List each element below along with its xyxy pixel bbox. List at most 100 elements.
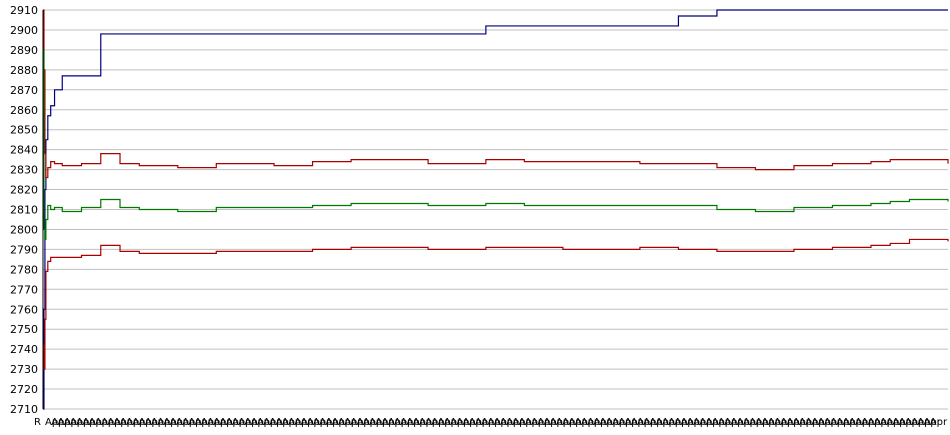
x-tick-label: Apr	[170, 417, 188, 428]
x-tick-label: Apr	[300, 417, 318, 428]
x-tick-label: Apr	[843, 417, 861, 428]
x-tick-label: Apr	[145, 417, 163, 428]
x-tick-label: Apr	[107, 417, 125, 428]
x-tick-label: Apr	[101, 417, 119, 428]
series-lines	[43, 9, 949, 410]
x-tick-label: Apr	[475, 417, 493, 428]
x-tick-label: Apr	[400, 417, 418, 428]
x-tick-label: Apr	[263, 417, 281, 428]
x-tick-label: Apr	[462, 417, 480, 428]
x-tick-label: Apr	[537, 417, 555, 428]
series-line-2	[43, 9, 949, 179]
x-tick-label: Apr	[350, 417, 368, 428]
y-tick-label: 2760	[10, 303, 38, 316]
x-tick-label: Apr	[811, 417, 829, 428]
x-tick-label: Apr	[388, 417, 406, 428]
x-tick-label: Apr	[793, 417, 811, 428]
x-tick-label: Apr	[724, 417, 742, 428]
x-tick-label: Apr	[836, 417, 854, 428]
series-line-1	[43, 9, 948, 410]
y-tick-label: 2860	[10, 104, 38, 117]
x-tick-label: Apr	[444, 417, 462, 428]
x-tick-label: Apr	[531, 417, 549, 428]
x-tick-label: Apr	[182, 417, 200, 428]
x-tick-label: Apr	[325, 417, 343, 428]
x-tick-label: Apr	[855, 417, 873, 428]
y-tick-label: 2750	[10, 323, 38, 336]
x-tick-label: Apr	[924, 417, 942, 428]
x-tick-label: Apr	[294, 417, 312, 428]
x-tick-label: Apr	[450, 417, 468, 428]
y-tick-label: 2800	[10, 223, 38, 236]
x-tick-label: Apr	[82, 417, 100, 428]
x-tick-label: Apr	[344, 417, 362, 428]
x-tick-label: Apr	[500, 417, 518, 428]
x-tick-label: Apr	[774, 417, 792, 428]
x-tick-label: Apr	[799, 417, 817, 428]
x-tick-label: Apr	[662, 417, 680, 428]
x-tick-label: Apr	[712, 417, 730, 428]
x-tick-label: Apr	[593, 417, 611, 428]
x-tick-label: Apr	[768, 417, 786, 428]
x-tick-label: Apr	[45, 417, 63, 428]
x-tick-label: Apr	[213, 417, 231, 428]
x-tick-label: Apr	[699, 417, 717, 428]
x-tick-label: Apr	[425, 417, 443, 428]
y-tick-label: 2810	[10, 204, 38, 217]
x-tick-label: Apr	[413, 417, 431, 428]
x-tick-label: Apr	[176, 417, 194, 428]
x-tick-label: Apr	[861, 417, 879, 428]
x-tick-label: Apr	[406, 417, 424, 428]
x-tick-label: Apr	[151, 417, 169, 428]
y-tick-label: 2830	[10, 164, 38, 177]
x-tick-label: Apr	[282, 417, 300, 428]
x-tick-label: Apr	[762, 417, 780, 428]
x-tick-label: Apr	[494, 417, 512, 428]
x-tick-label: Apr	[786, 417, 804, 428]
series-line-3	[43, 49, 949, 241]
x-tick-label: Apr	[219, 417, 237, 428]
x-tick-label: Apr	[886, 417, 904, 428]
x-tick-label: Apr	[899, 417, 917, 428]
x-tick-label: Apr	[575, 417, 593, 428]
y-tick-label: 2780	[10, 263, 38, 276]
x-tick-label: Apr	[431, 417, 449, 428]
x-tick-label: Apr	[519, 417, 537, 428]
x-tick-label: Apr	[357, 417, 375, 428]
x-tick-label: Apr	[624, 417, 642, 428]
x-tick-label: Apr	[830, 417, 848, 428]
x-tick-label: Apr	[64, 417, 82, 428]
x-tick-label: Apr	[818, 417, 836, 428]
x-tick-label: Apr	[469, 417, 487, 428]
x-tick-label: Apr	[244, 417, 262, 428]
series-line-4	[43, 238, 949, 370]
x-tick-label: Apr	[381, 417, 399, 428]
x-tick-label: Apr	[867, 417, 885, 428]
x-tick-label: Apr	[232, 417, 250, 428]
x-tick-label: Apr	[51, 417, 69, 428]
x-tick-label: Apr	[656, 417, 674, 428]
y-tick-label: 2710	[10, 403, 38, 416]
x-tick-label: Apr	[568, 417, 586, 428]
y-tick-label: 2790	[10, 243, 38, 256]
x-tick-label: Apr	[487, 417, 505, 428]
x-tick-label: Apr	[369, 417, 387, 428]
x-tick-label: Apr	[631, 417, 649, 428]
x-axis-tick-labels: R AprAprAprAprAprAprAprAprAprAprAprAprApr…	[34, 417, 948, 428]
x-tick-label: Apr	[917, 417, 935, 428]
x-tick-label: Apr	[849, 417, 867, 428]
x-tick-label: Apr	[668, 417, 686, 428]
x-tick-label: Apr	[276, 417, 294, 428]
x-tick-label: Apr	[643, 417, 661, 428]
x-tick-label: Apr	[319, 417, 337, 428]
x-tick-label: Apr	[705, 417, 723, 428]
x-tick-label: Apr	[525, 417, 543, 428]
x-tick-label: Apr	[57, 417, 75, 428]
x-tick-label: Apr	[195, 417, 213, 428]
x-tick-label: Apr	[126, 417, 144, 428]
x-tick-label: Apr	[188, 417, 206, 428]
x-tick-label: Apr	[755, 417, 773, 428]
x-tick-label: Apr	[114, 417, 132, 428]
x-tick-label: Apr	[581, 417, 599, 428]
